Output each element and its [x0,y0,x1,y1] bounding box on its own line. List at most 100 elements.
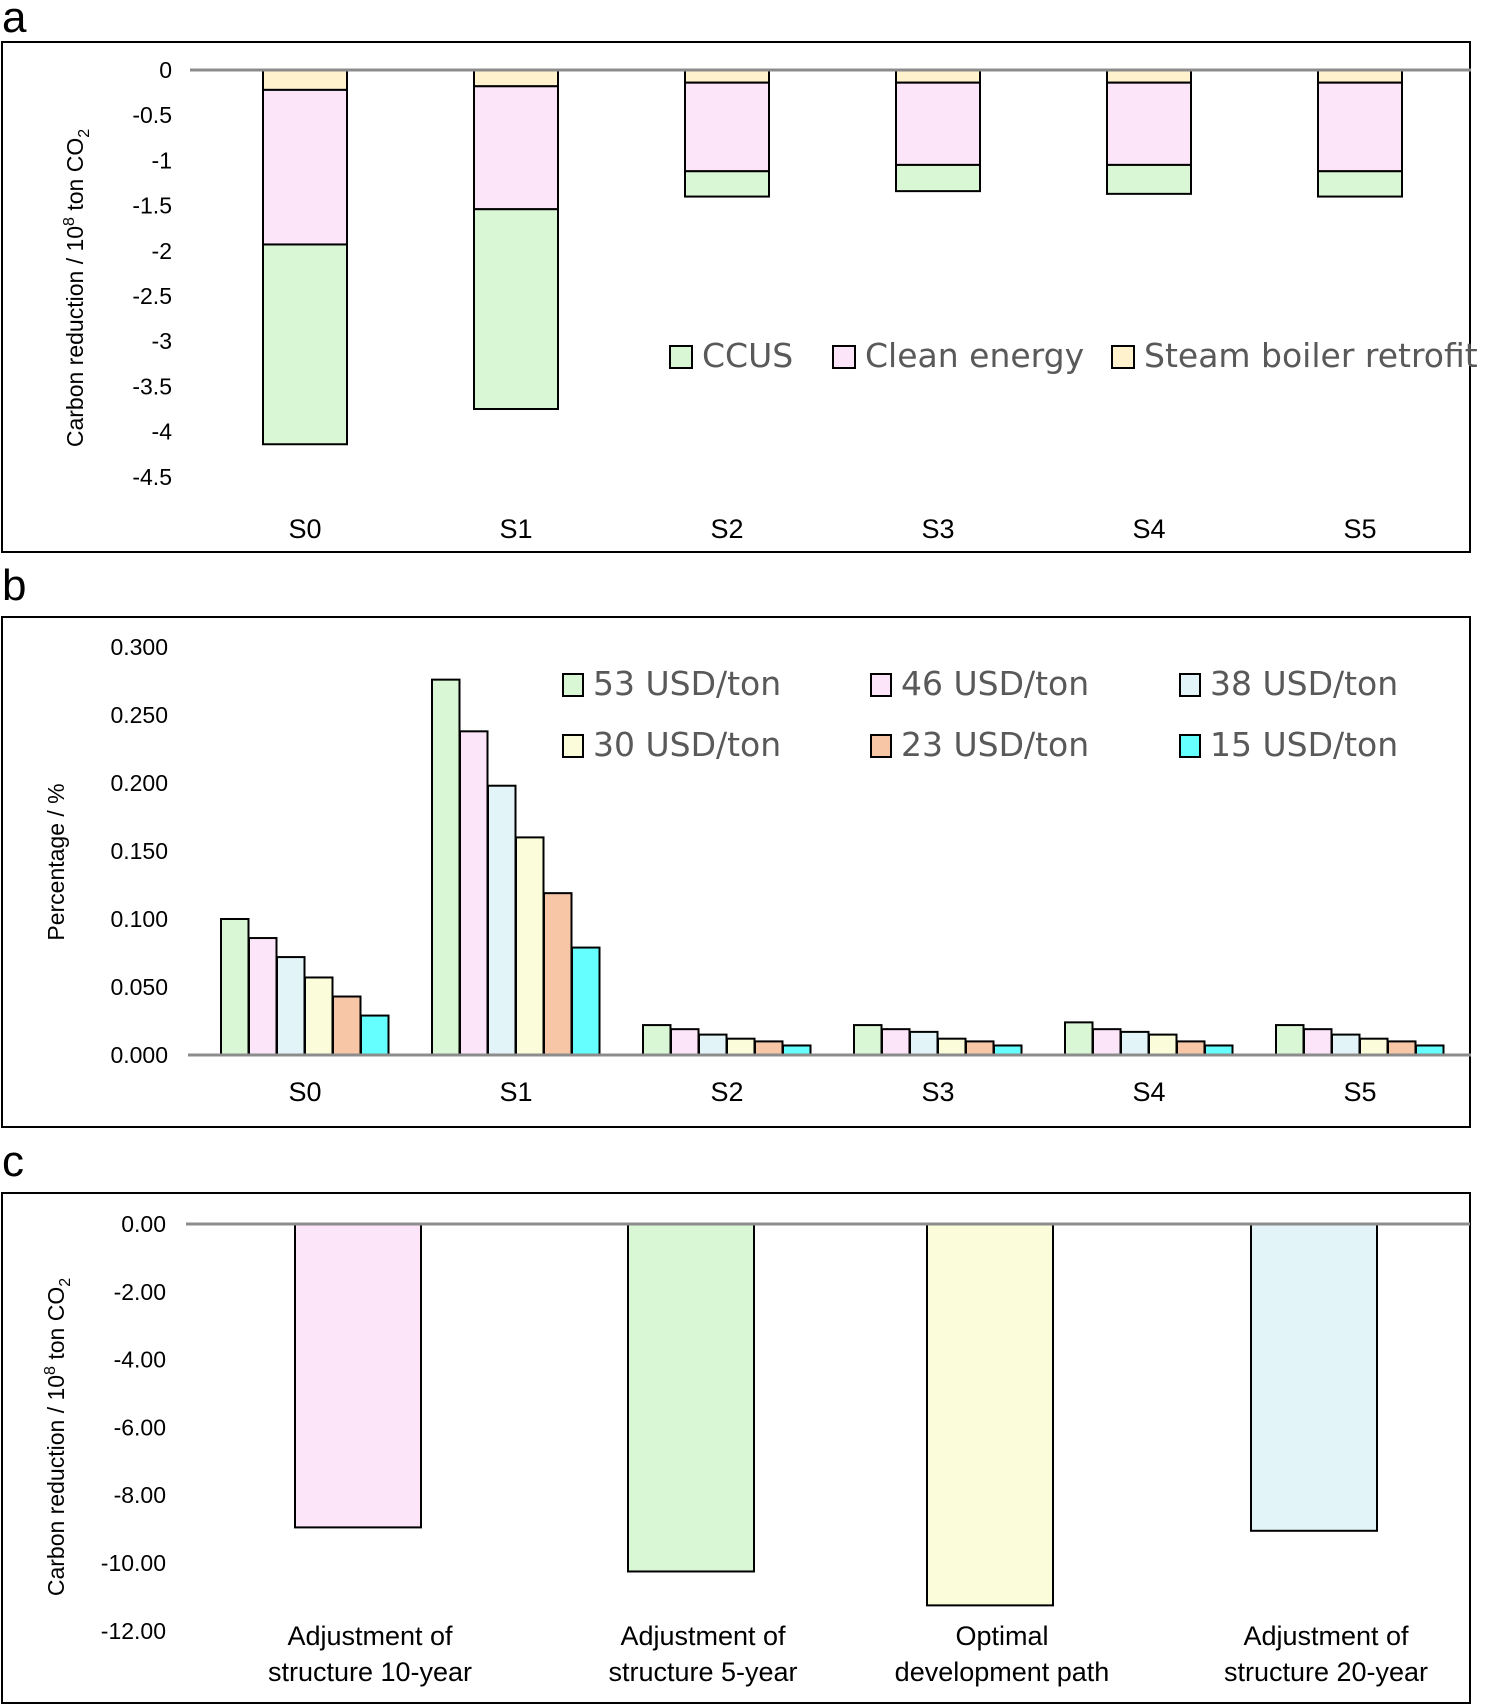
panel-c-category-label: development path [895,1657,1110,1687]
panel-a-category-label: S0 [288,514,321,544]
panel-c-y-tick-label: 0.00 [121,1211,166,1237]
panel-b-legend-swatch [870,673,892,697]
panel-b-legend-swatch [562,673,584,697]
panel-b-frame [1,616,1471,1128]
panel-c-y-axis-label: Carbon reduction / 108 ton CO2 [42,1278,74,1596]
panel-a-bar-ccus-s4 [1106,163,1192,195]
panel-b-y-axis-label: Percentage / % [43,783,69,940]
panel-a-y-tick-label: -1.5 [132,193,172,219]
panel-a-bar-clean-energy-s5 [1317,81,1403,173]
panel-c-category-label: Adjustment of [620,1621,786,1651]
panel-b-legend-label: 38 USD/ton [1210,664,1398,703]
panel-b-bar-46usd-s1 [459,730,489,1056]
panel-b-bar-46usd-s4 [1092,1028,1122,1057]
panel-c-category-label: Adjustment of [287,1621,453,1651]
panel-a-bar-clean-energy-s4 [1106,81,1192,166]
panel-c-category-label: Optimal [955,1621,1048,1651]
panel-a-bar-steam-boiler-retrofit-s3 [895,69,981,84]
panel-a-bar-ccus-s5 [1317,170,1403,198]
panel-c-category-label: structure 20-year [1224,1657,1428,1687]
panel-b-bar-53usd-s1 [431,678,461,1056]
panel-a-y-tick-label: -1 [152,147,172,173]
panel-a-y-tick-label: -3 [152,328,172,354]
panel-b-category-label: S0 [288,1077,321,1107]
panel-b-bar-46usd-s2 [670,1028,700,1057]
panel-b-bar-23usd-s3 [965,1040,995,1057]
panel-b-bar-23usd-s0 [332,995,362,1057]
panel-a-category-label: S3 [921,514,954,544]
panel-b-bar-23usd-s4 [1176,1040,1206,1057]
panel-b-legend-label: 23 USD/ton [901,725,1089,764]
panel-b-legend-label: 30 USD/ton [593,725,781,764]
panel-c-bar-optimal-development-path [926,1223,1054,1607]
panel-a-bar-ccus-s0 [262,243,348,446]
panel-a-legend-label: Clean energy [865,336,1084,375]
panel-b-bar-38usd-s1 [487,784,517,1056]
panel-a-y-tick-label: -4 [152,419,173,445]
panel-c-frame [1,1192,1471,1704]
panel-c-y-tick-label: -12.00 [101,1618,166,1644]
panel-a-y-axis-label: Carbon reduction / 108 ton CO2 [61,129,93,447]
panel-b-legend-swatch [1179,673,1201,697]
panel-a-category-label: S5 [1343,514,1376,544]
panel-b-y-tick-label: 0.000 [110,1042,168,1068]
panel-a-bar-ccus-s3 [895,163,981,193]
panel-b-y-tick-label: 0.250 [110,702,168,728]
panel-c-category-label: Adjustment of [1243,1621,1409,1651]
panel-b-legend-label: 15 USD/ton [1210,725,1398,764]
panel-b: b Percentage / % 0.300 0.250 0.200 0.150 0.1… [1,561,1471,1128]
panel-c-category-label: structure 10-year [268,1657,472,1687]
panel-b-bar-30usd-s4 [1148,1033,1178,1056]
panel-b-legend-label: 53 USD/ton [593,664,781,703]
panel-b-bar-30usd-s5 [1359,1037,1389,1057]
panel-c-bar-adjustment-of-structure-10-year [294,1223,422,1529]
panel-a-legend-swatch [1111,345,1135,369]
panel-c-y-tick-label: -8.00 [114,1482,166,1508]
panel-b-bar-46usd-s5 [1303,1028,1333,1057]
panel-c-y-tick-label: -2.00 [114,1279,166,1305]
panel-b-y-tick-label: 0.100 [110,906,168,932]
panel-a-category-label: S1 [499,514,532,544]
panel-b-category-label: S1 [499,1077,532,1107]
panel-b-bar-23usd-s2 [754,1040,784,1057]
panel-a-bar-clean-energy-s3 [895,81,981,166]
panel-b-bar-38usd-s3 [909,1030,939,1057]
panel-c-category-label: structure 5-year [608,1657,797,1687]
panel-a-legend-label: CCUS [702,336,793,375]
panel-b-legend-label: 46 USD/ton [901,664,1089,703]
panel-b-bar-23usd-s1 [543,892,573,1056]
panel-b-y-tick-label: 0.300 [110,634,168,660]
panel-a-bar-clean-energy-s0 [262,88,348,246]
panel-b-bar-23usd-s5 [1387,1040,1417,1057]
panel-a-bar-steam-boiler-retrofit-s1 [473,69,559,88]
panel-a-y-tick-label: 0 [159,57,172,83]
panel-a-legend-swatch [832,345,856,369]
panel-a-bar-steam-boiler-retrofit-s4 [1106,69,1192,84]
panel-b-bar-53usd-s2 [642,1024,672,1056]
panel-a-bar-steam-boiler-retrofit-s5 [1317,69,1403,84]
panel-letter-c: c [2,1137,24,1186]
panel-a-frame [1,41,1471,553]
panel-a-y-tick-label: -4.5 [132,464,172,490]
panel-b-bar-46usd-s3 [881,1028,911,1057]
panel-b-y-tick-label: 0.200 [110,770,168,796]
panel-b-bar-15usd-s1 [571,946,601,1056]
panel-b-category-label: S5 [1343,1077,1376,1107]
panel-letter-a: a [2,0,27,42]
panel-c-y-tick-label: -10.00 [101,1550,166,1576]
panel-a: a Carbon reduction / 108 ton CO2 0 -0.5 -1… [1,0,1478,553]
panel-c-bar-adjustment-of-structure-20-year [1250,1223,1378,1532]
panel-b-bar-46usd-s0 [248,937,278,1056]
panel-b-bar-38usd-s0 [276,956,306,1057]
panel-c-y-tick-label: -6.00 [114,1414,166,1440]
panel-a-y-tick-label: -2.5 [132,283,172,309]
panel-a-bar-clean-energy-s2 [684,81,770,173]
panel-b-bar-30usd-s2 [726,1037,756,1057]
panel-b-bar-30usd-s1 [515,836,545,1057]
panel-b-legend-swatch [562,734,584,758]
panel-a-category-label: S4 [1132,514,1165,544]
panel-a-legend-label: Steam boiler retrofit [1144,336,1478,375]
panel-c: c Carbon reduction / 108 ton CO2 0.00 -2.… [1,1137,1471,1704]
panel-a-bar-clean-energy-s1 [473,85,559,211]
